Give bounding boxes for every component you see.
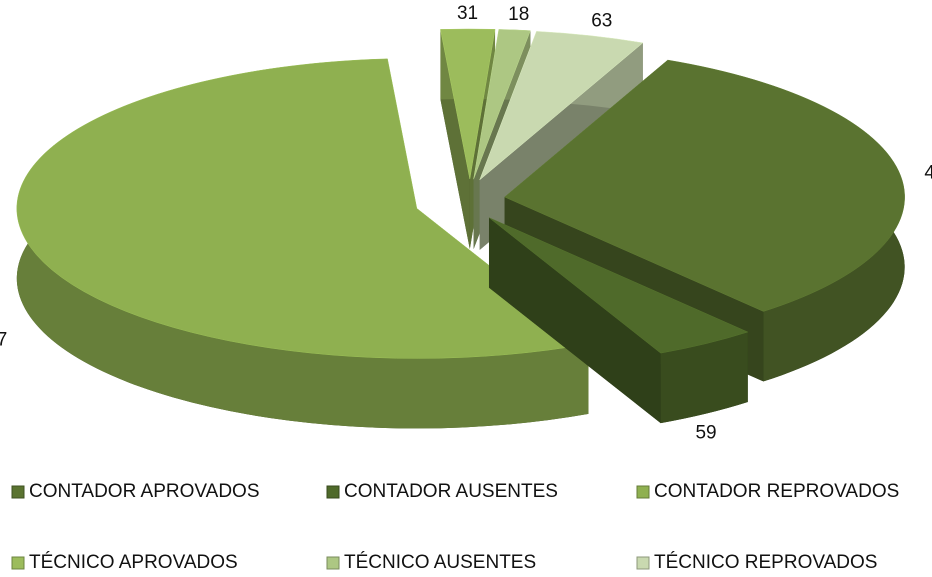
legend-label: CONTADOR AUSENTES [344,481,558,502]
slice-top [16,58,590,359]
pie-slice [488,217,749,424]
slice-top [440,28,496,180]
data-label: 59 [695,423,716,444]
slice-top [488,217,749,354]
legend-swatch [11,485,25,499]
legend-label: TÉCNICO REPROVADOS [654,552,877,573]
legend-label: CONTADOR APROVADOS [29,481,260,502]
legend-swatch [326,485,340,499]
slice-top [504,59,905,312]
slice-side [660,332,748,424]
legend-swatch [326,556,340,570]
pie-slice [16,58,590,429]
legend-label: CONTADOR REPROVADOS [654,481,899,502]
data-label: 797 [0,330,7,351]
legend-label: TÉCNICO APROVADOS [29,552,238,573]
legend-swatch [11,556,25,570]
slice-top [473,29,531,180]
slice-wall [488,217,661,424]
data-label: 458 [924,163,932,184]
legend-label: TÉCNICO AUSENTES [344,552,536,573]
legend-swatch [636,485,650,499]
data-label: 18 [508,4,529,25]
slice-top [479,31,644,181]
legend-swatch [636,556,650,570]
data-label: 63 [591,10,612,31]
data-label: 31 [457,3,478,24]
